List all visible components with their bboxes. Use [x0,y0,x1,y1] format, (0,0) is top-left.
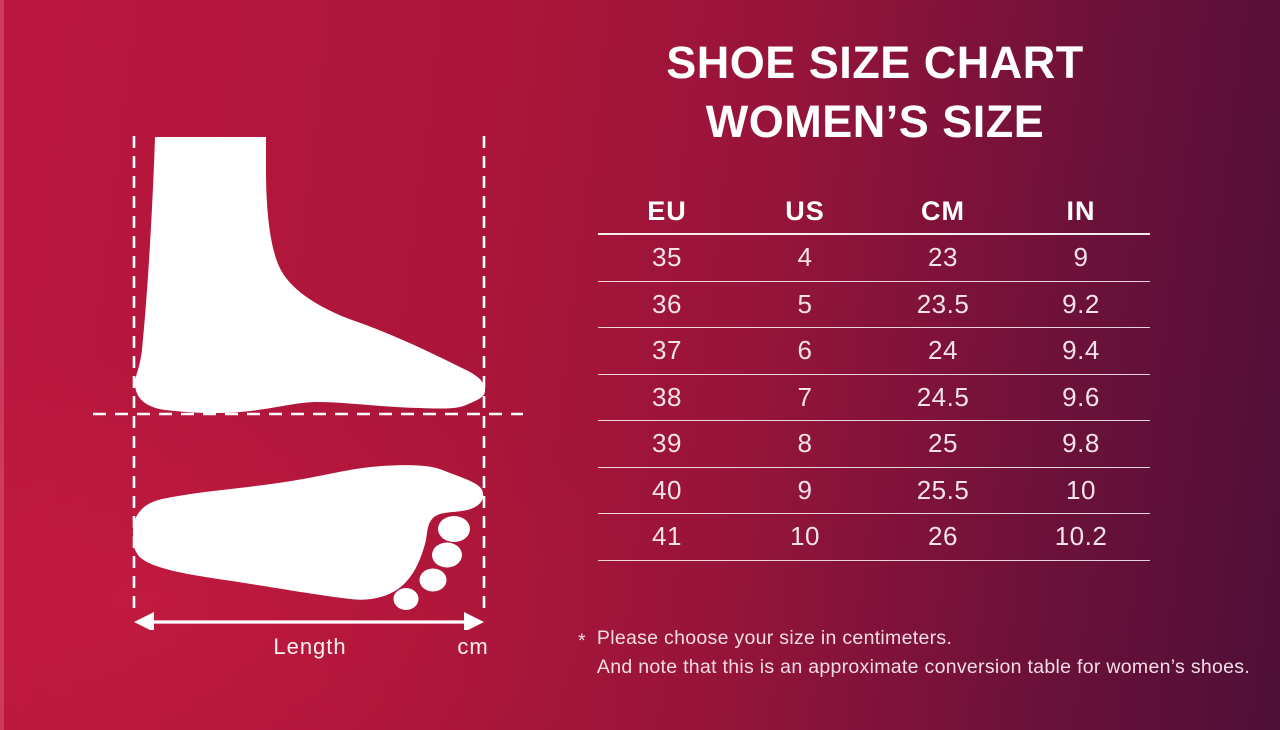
table-cell-eu: 35 [652,242,682,273]
page-title: SHOE SIZE CHART WOMEN’S SIZE [590,33,1160,151]
table-cell-us: 5 [797,288,813,319]
cm-unit-label: cm [457,634,489,659]
table-cell-in: 9.8 [1062,428,1100,459]
table-row: 35 4 23 9 [598,235,1150,282]
table-cell-cm: 25 [928,428,958,459]
foot-side-silhouette [134,137,486,414]
toe-3 [432,542,462,568]
size-conversion-table: EU US CM IN 35 4 23 9 36 5 23.5 9.2 37 6… [598,190,1150,561]
footnote-asterisk: * [578,630,586,652]
table-row: 41 10 26 10.2 [598,514,1150,561]
length-label: Length [273,634,347,659]
footnote-line-2: And note that this is an approximate con… [596,655,1251,678]
footprint-silhouette [132,465,484,600]
footnote-line-1: Please choose your size in centimeters. [596,627,953,649]
table-cell-in: 9.2 [1062,288,1100,319]
table-cell-us: 8 [797,428,813,459]
table-row: 39 8 25 9.8 [598,421,1150,468]
table-cell-in: 9 [1073,242,1089,273]
table-cell-cm: 24 [928,335,958,366]
table-cell-eu: 36 [652,288,682,319]
table-row: 36 5 23.5 9.2 [598,282,1150,328]
footnote-text: Please choose your size in centimeters. … [597,624,1250,681]
toe-5 [393,588,419,610]
table-cell-cm: 23.5 [916,288,970,319]
column-header-in: IN [1066,196,1096,226]
table-cell-eu: 41 [652,521,682,552]
foot-measurement-diagram [93,136,523,630]
length-arrow-head-right [464,612,484,630]
column-header-eu: EU [647,196,687,226]
table-cell-eu: 37 [652,335,682,366]
table-cell-eu: 38 [652,381,682,412]
page-title-line-1: SHOE SIZE CHART [666,37,1084,88]
table-cell-in: 9.4 [1062,335,1100,366]
column-header-us: US [785,196,825,226]
table-cell-us: 7 [797,381,813,412]
table-cell-cm: 23 [928,242,958,273]
column-header-cm: CM [921,196,965,226]
table-cell-in: 10.2 [1054,521,1108,552]
length-arrow-head-left [134,612,154,630]
toe-2 [438,516,470,542]
page-title-line-2: WOMEN’S SIZE [705,96,1045,147]
table-row: 37 6 24 9.4 [598,328,1150,375]
table-cell-cm: 25.5 [916,474,970,505]
table-cell-eu: 39 [652,428,682,459]
table-cell-us: 10 [790,521,820,552]
toe-4 [419,568,447,592]
table-cell-cm: 24.5 [916,381,970,412]
table-cell-eu: 40 [652,474,682,505]
table-cell-us: 9 [797,474,813,505]
table-row: 40 9 25.5 10 [598,468,1150,514]
table-cell-cm: 26 [928,521,958,552]
table-cell-in: 9.6 [1062,381,1100,412]
table-header-row: EU US CM IN [598,190,1150,235]
footnote: * Please choose your size in centimeters… [578,624,1250,681]
table-row: 38 7 24.5 9.6 [598,375,1150,421]
table-cell-in: 10 [1066,474,1096,505]
table-cell-us: 6 [797,335,813,366]
table-cell-us: 4 [797,242,813,273]
